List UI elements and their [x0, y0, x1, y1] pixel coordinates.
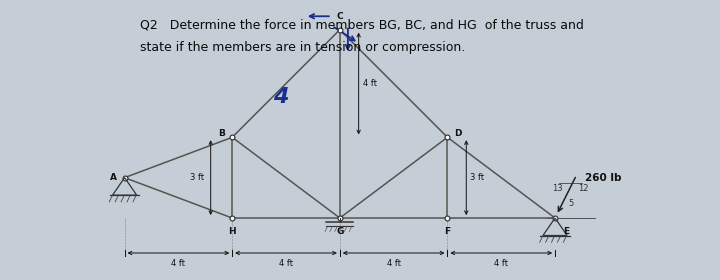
Text: 5: 5 [569, 199, 574, 208]
Text: B: B [218, 129, 225, 138]
Text: 3 ft: 3 ft [470, 173, 485, 182]
Text: 12: 12 [578, 184, 588, 193]
Text: 4 ft: 4 ft [279, 259, 293, 268]
Text: 260 lb: 260 lb [585, 173, 621, 183]
Text: 4 ft: 4 ft [171, 259, 186, 268]
Text: E: E [563, 227, 569, 236]
Text: G: G [336, 227, 343, 236]
Text: Q2   Determine the force in members BG, BC, and HG  of the truss and: Q2 Determine the force in members BG, BC… [140, 18, 584, 31]
Text: 4 ft: 4 ft [494, 259, 508, 268]
Text: A: A [110, 173, 117, 182]
Text: 13: 13 [552, 184, 563, 193]
Text: 4: 4 [273, 87, 289, 107]
Text: F: F [444, 227, 451, 236]
Text: 3 ft: 3 ft [190, 173, 204, 182]
Text: C: C [336, 12, 343, 21]
Text: 4 ft: 4 ft [387, 259, 400, 268]
Text: state if the members are in tension or compression.: state if the members are in tension or c… [140, 41, 466, 53]
Text: D: D [454, 129, 462, 138]
Text: 4 ft: 4 ft [363, 79, 377, 88]
Text: H: H [228, 227, 236, 236]
